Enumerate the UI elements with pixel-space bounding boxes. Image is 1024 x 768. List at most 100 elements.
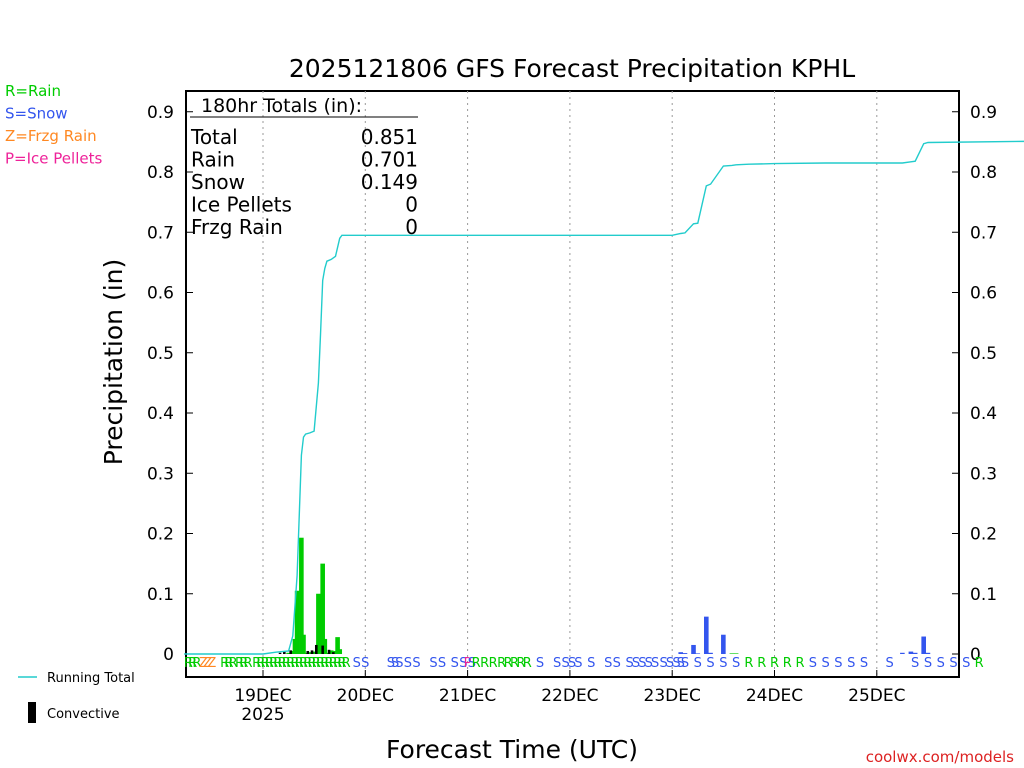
type-marker: R [329, 656, 338, 671]
type-marker: S [651, 656, 659, 671]
y-tick-label-left: 0.9 [147, 103, 174, 123]
type-marker: S [924, 656, 932, 671]
precip-bar [708, 652, 713, 654]
precip-bars [286, 537, 931, 654]
type-marker: R [796, 656, 805, 671]
y-tick-label-left: 0.2 [147, 525, 174, 545]
y-tick-label-right: 0.7 [970, 223, 997, 243]
precip-bar [311, 651, 317, 654]
plot-area: 00.10.20.30.40.50.60.70.80.9 00.10.20.30… [147, 90, 1024, 725]
type-marker: S [732, 656, 740, 671]
precip-bar [294, 590, 300, 654]
type-marker: R [244, 656, 253, 671]
y-tick-label-left: 0.3 [147, 464, 174, 484]
type-marker: S [459, 656, 467, 671]
precip-bar [324, 652, 330, 654]
precip-type-legend: R=Rain S=Snow Z=Frzg Rain P=Ice Pellets [5, 82, 102, 168]
precip-bar [729, 653, 735, 654]
type-marker: R [312, 656, 321, 671]
x-tick-label: 22DEC [541, 686, 598, 706]
type-marker: S [666, 656, 674, 671]
type-marker: S [587, 656, 595, 671]
type-marker: S [625, 656, 633, 671]
y-tick-label-right: 0.5 [970, 344, 997, 364]
type-marker: R [325, 656, 334, 671]
precip-bar [328, 650, 334, 654]
running-total-legend-label: Running Total [47, 671, 135, 686]
convective-legend-swatch [28, 702, 36, 723]
x-gridlines [262, 91, 878, 677]
convective-bar [314, 644, 318, 654]
y-tick-label-left: 0.6 [147, 284, 174, 304]
type-marker: S [429, 656, 437, 671]
precip-bar [316, 593, 321, 654]
precip-bar [721, 634, 726, 654]
y-tick-label-right: 0.4 [970, 404, 997, 424]
type-marker: R [783, 656, 792, 671]
precip-bar [307, 652, 313, 654]
type-marker: S [632, 656, 640, 671]
type-marker: S [645, 656, 653, 671]
type-marker: R [316, 656, 325, 671]
type-marker: S [412, 656, 420, 671]
type-marker: S [809, 656, 817, 671]
convective-bar [306, 650, 310, 654]
precip-bar [337, 649, 343, 654]
totals-row-label: Ice Pellets [191, 193, 292, 217]
type-marker: P [464, 656, 472, 671]
type-marker: S [911, 656, 919, 671]
type-marker: S [353, 656, 361, 671]
type-marker: R [472, 656, 481, 671]
totals-rows: Total 0.851 Rain 0.701 Snow 0.149 Ice Pellets 0… [190, 125, 418, 239]
type-marker: S [574, 656, 582, 671]
type-marker: R [480, 656, 489, 671]
type-marker: S [847, 656, 855, 671]
type-marker: R [269, 656, 278, 671]
type-marker: R [504, 656, 513, 671]
type-marker: R [224, 656, 233, 671]
precip-bar [303, 652, 308, 654]
y-tick-label-left: 0.8 [147, 163, 174, 183]
precip-bar [912, 652, 918, 654]
x-tick-label: 24DEC [746, 686, 803, 706]
precip-bar [301, 634, 306, 654]
y-tick-label-right: 0.6 [970, 284, 997, 304]
convective-bars [278, 644, 335, 654]
y-axis-right: 0 0.1 0.2 0.3 0.4 0.5 0.6 0.7 0.8 0.9 [952, 103, 997, 665]
type-marker: R [286, 656, 295, 671]
type-marker: R [307, 656, 316, 671]
type-marker: R [261, 656, 270, 671]
totals-row-value: 0 [405, 215, 418, 239]
totals-row-value: 0.851 [361, 125, 418, 149]
type-marker: S [404, 656, 412, 671]
y-tick-label-right: 0.8 [970, 163, 997, 183]
x-tick-label: 20DEC [337, 686, 394, 706]
x-tick-label: 23DEC [644, 686, 701, 706]
convective-bar [278, 652, 282, 654]
type-marker: S [860, 656, 868, 671]
type-marker: S [672, 656, 680, 671]
running-total-line [184, 140, 1024, 655]
precip-bar [322, 638, 328, 654]
legend-type-3: P=Ice Pellets [5, 150, 102, 168]
type-marker: S [694, 656, 702, 671]
type-marker: S [361, 656, 369, 671]
precip-bar [678, 652, 684, 654]
type-marker: Z [207, 656, 216, 671]
totals-row-value: 0.701 [361, 148, 418, 172]
type-marker: R [295, 656, 304, 671]
chart-title: 2025121806 GFS Forecast Precipitation KP… [289, 54, 855, 83]
y-axis-left: 0 0.1 0.2 0.3 0.4 0.5 0.6 0.7 0.8 0.9 [147, 103, 193, 665]
credit-text: coolwx.com/models [866, 748, 1014, 766]
type-marker: S [719, 656, 727, 671]
precip-bar [691, 644, 696, 654]
type-marker: S [962, 656, 970, 671]
type-marker: R [342, 656, 351, 671]
type-marker: R [757, 656, 766, 671]
type-marker: R [192, 656, 201, 671]
type-marker: R [235, 656, 244, 671]
type-marker: S [822, 656, 830, 671]
type-marker: S [553, 656, 561, 671]
